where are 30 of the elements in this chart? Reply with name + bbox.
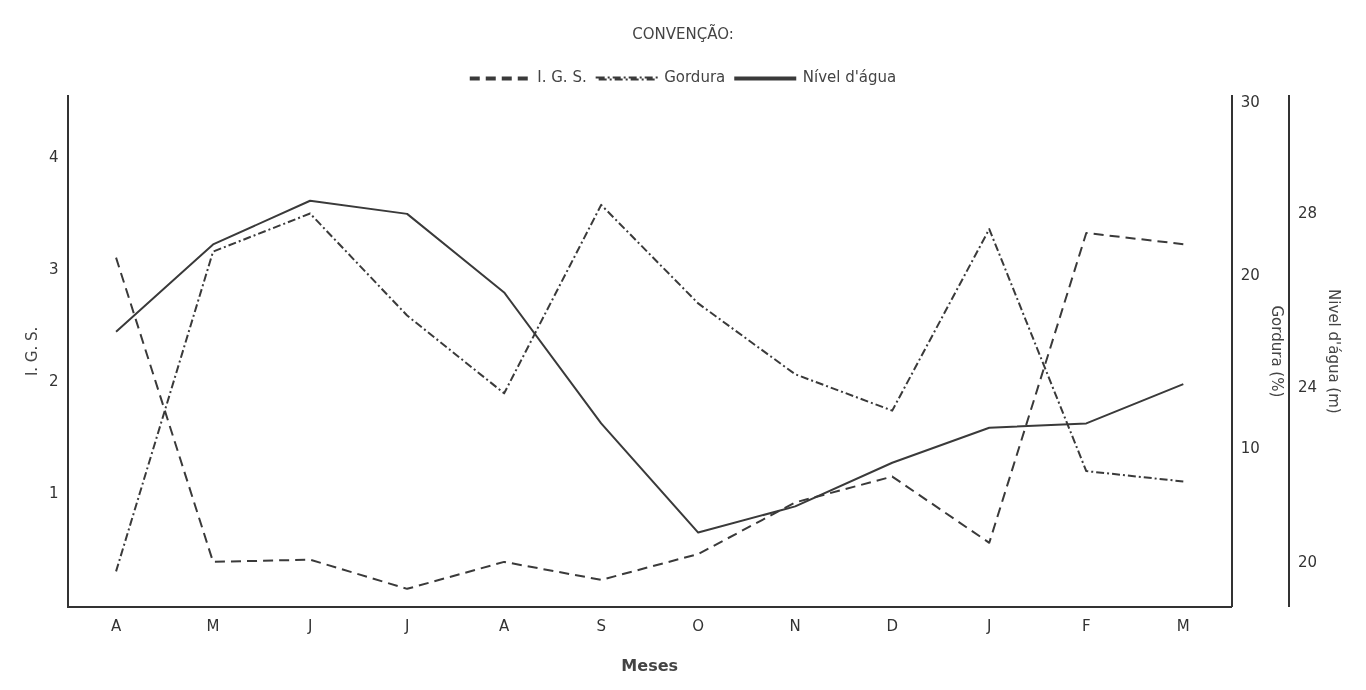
- y3-axis-title: Nivel d'água (m): [1325, 289, 1344, 414]
- y2-tick-label: 20: [1240, 265, 1260, 284]
- x-tick-label: J: [403, 616, 410, 635]
- y3-tick-label: 24: [1297, 378, 1318, 397]
- y-tick-label: 2: [49, 372, 59, 391]
- x-tick-label: M: [206, 616, 220, 635]
- y2-tick-label: 30: [1240, 92, 1260, 111]
- x-tick-label: F: [1081, 616, 1091, 635]
- x-tick-label: S: [596, 616, 606, 635]
- x-tick-label: D: [886, 616, 899, 635]
- legend-label: I. G. S.: [537, 68, 587, 87]
- y-tick-label: 1: [49, 484, 59, 503]
- x-axis-title: Meses: [621, 655, 679, 675]
- y-tick-label: 3: [49, 259, 59, 278]
- legend-label: Gordura: [664, 68, 726, 87]
- x-tick-label: A: [110, 616, 122, 635]
- x-tick-label: A: [499, 616, 511, 635]
- legend-label: Nível d'água: [802, 68, 897, 87]
- legend-title: CONVENÇÃO:: [632, 24, 734, 44]
- x-tick-label: M: [1176, 616, 1190, 635]
- y-axis-title: I. G. S.: [22, 326, 41, 377]
- y2-tick-label: 10: [1240, 438, 1260, 457]
- x-tick-label: N: [789, 616, 801, 635]
- x-tick-label: J: [306, 616, 313, 635]
- y2-axis-title: Gordura (%): [1268, 305, 1287, 398]
- x-tick-label: J: [986, 616, 992, 635]
- x-tick-label: O: [692, 616, 705, 635]
- y3-tick-label: 28: [1297, 203, 1318, 222]
- y3-tick-label: 20: [1297, 553, 1318, 572]
- y-tick-label: 4: [49, 147, 59, 166]
